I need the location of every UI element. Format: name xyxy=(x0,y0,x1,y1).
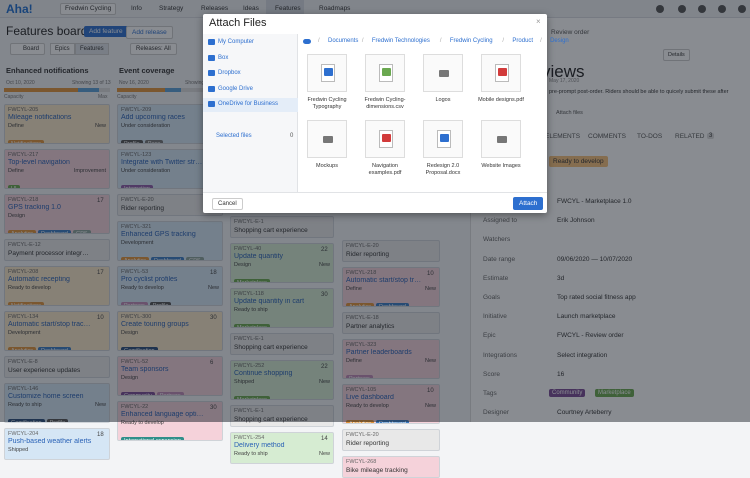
crumb-separator: / xyxy=(439,38,442,44)
breadcrumb[interactable]: Documents xyxy=(328,38,359,44)
file-name: Mockups xyxy=(315,163,338,169)
selected-count: 0 xyxy=(290,133,294,139)
modal-title: Attach Files xyxy=(209,17,267,29)
selected-files[interactable]: Selected files xyxy=(216,133,252,139)
modal-footer-line xyxy=(203,192,298,193)
source-item[interactable]: Google Drive xyxy=(203,83,298,97)
file-tile[interactable] xyxy=(481,120,521,158)
feature-card[interactable]: FWCYL-204 Push-based weather alerts Shippe… xyxy=(4,428,110,460)
file-tile[interactable] xyxy=(307,54,347,92)
source-icon xyxy=(208,85,215,92)
source-icon xyxy=(208,70,215,76)
file-tile[interactable] xyxy=(365,54,405,92)
breadcrumb[interactable]: Fredwin Cycling xyxy=(449,38,493,44)
card-id: FWCYL-204 xyxy=(8,431,39,437)
file-tile[interactable] xyxy=(423,54,463,92)
card-title: Bike mileage tracking xyxy=(346,467,408,474)
crumb-separator: / xyxy=(361,38,364,44)
card-status: Ready to ship xyxy=(234,451,268,457)
crumb-separator: / xyxy=(318,38,320,44)
card-id: FWCYL-268 xyxy=(346,459,377,465)
breadcrumb[interactable]: Design xyxy=(550,38,569,44)
card-id: FWCYL-E-20 xyxy=(346,432,379,438)
card-tags: International expansion xyxy=(121,429,186,440)
attach-button[interactable]: Attach xyxy=(513,197,544,210)
card-title: Push-based weather alerts xyxy=(8,438,92,445)
folder-icon xyxy=(439,70,449,77)
source-name: Box xyxy=(218,54,229,61)
source-name: Dropbox xyxy=(218,70,241,76)
source-name: My Computer xyxy=(218,39,255,45)
crumb-separator: / xyxy=(502,38,505,44)
source-item[interactable]: OneDrive for Business xyxy=(203,98,298,112)
breadcrumb[interactable]: Product xyxy=(512,38,534,44)
source-name: Google Drive xyxy=(218,85,254,92)
file-badge xyxy=(440,134,449,142)
epic-card[interactable]: FWCYL-E-20 Rider reporting xyxy=(342,429,440,451)
card-title: Rider reporting xyxy=(346,440,389,447)
modal-footer-line xyxy=(298,192,547,193)
source-item[interactable]: Box xyxy=(203,52,298,66)
feature-card[interactable]: FWCYL-254 Delivery method Ready to ship 14 N… xyxy=(230,432,334,464)
attach-modal: Attach Files × My Computer Box Dropbox Google… xyxy=(203,14,569,213)
file-tile[interactable] xyxy=(423,120,463,158)
breadcrumb[interactable]: Fredwin Technologies xyxy=(371,38,430,44)
file-tile[interactable] xyxy=(307,120,347,158)
file-badge xyxy=(324,68,333,76)
file-badge xyxy=(382,68,391,76)
file-name: Mobile designs.pdf xyxy=(478,97,524,103)
file-tile[interactable] xyxy=(365,120,405,158)
source-name: OneDrive for Business xyxy=(218,101,279,107)
tag: International expansion xyxy=(121,437,184,440)
file-badge xyxy=(382,134,391,142)
card-id: FWCYL-254 xyxy=(234,435,265,441)
folder-icon xyxy=(497,136,507,143)
file-tile[interactable] xyxy=(481,54,521,92)
source-list: My Computer Box Dropbox Google Drive OneDriv… xyxy=(203,34,298,192)
file-name: Redesign 2.0 Proposal.docx xyxy=(425,163,461,176)
file-name: Fredwin Cycling Typography xyxy=(307,97,347,110)
close-button[interactable]: × xyxy=(536,17,541,26)
source-icon xyxy=(208,39,215,45)
file-name: Fredwin Cycling-dimensions.csv xyxy=(364,97,406,110)
source-item[interactable]: My Computer xyxy=(203,36,298,50)
card-badge: New xyxy=(318,451,330,457)
card-status: Shipped xyxy=(8,447,29,453)
epic-card[interactable]: FWCYL-268 Bike mileage tracking xyxy=(342,456,440,478)
file-name: Website Images xyxy=(481,163,521,169)
source-icon xyxy=(208,54,215,61)
card-score: 14 xyxy=(321,436,328,442)
folder-icon xyxy=(323,136,333,143)
cloud-icon xyxy=(303,39,311,44)
crumb-separator: / xyxy=(540,38,542,44)
cancel-button[interactable]: Cancel xyxy=(212,198,243,210)
file-badge xyxy=(498,68,507,76)
card-score: 18 xyxy=(97,432,104,438)
card-title: Delivery method xyxy=(234,442,285,449)
file-name: Logos xyxy=(435,97,451,103)
source-icon xyxy=(208,101,215,107)
source-item[interactable]: Dropbox xyxy=(203,67,298,81)
file-name: Navigation examples.pdf xyxy=(368,163,402,176)
